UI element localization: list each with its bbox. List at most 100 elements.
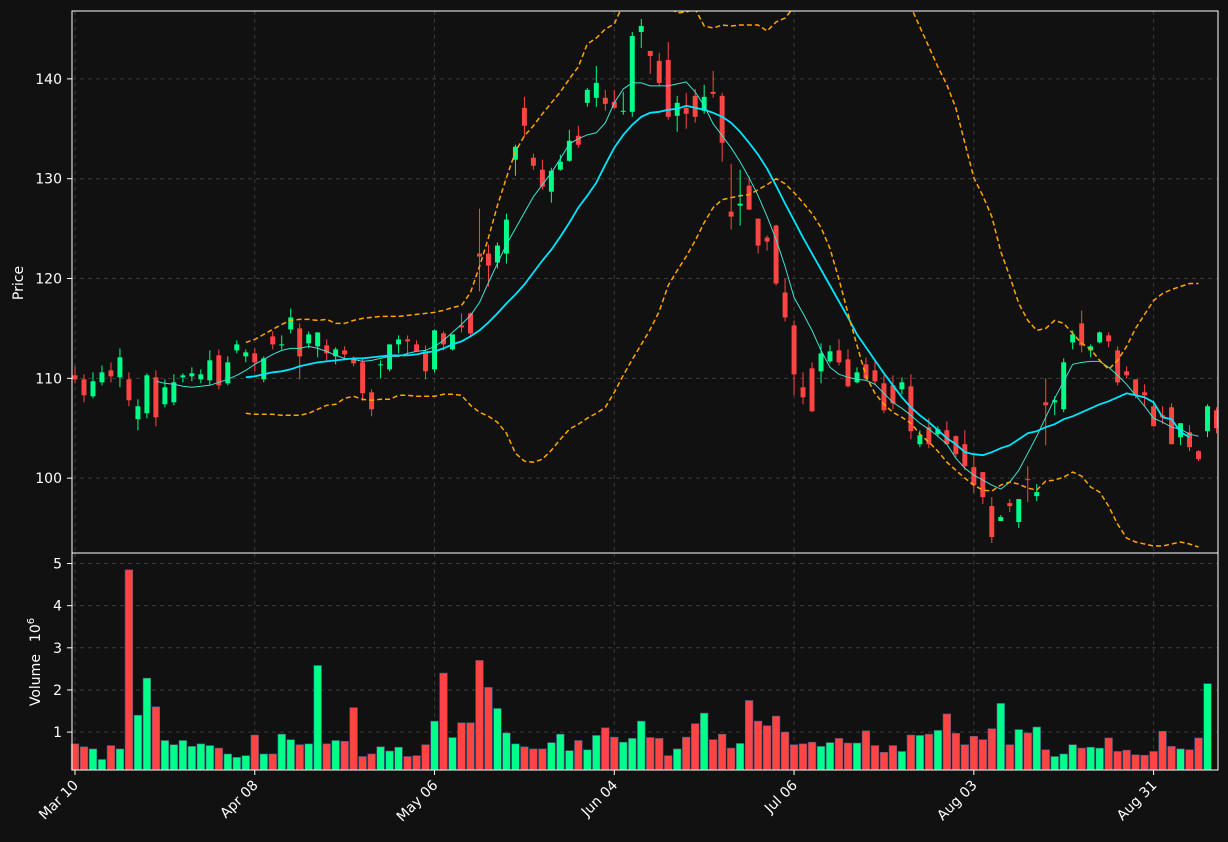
x-tick-label: Jul 06 (761, 777, 801, 817)
volume-bar-up (852, 742, 862, 771)
volume-bar-up (1203, 683, 1212, 771)
volume-bar-down (879, 752, 889, 771)
volume-bar-down (295, 744, 304, 771)
price-y-tick-label: 100 (35, 471, 62, 487)
volume-y-tick-label: 4 (53, 599, 62, 615)
x-tick-label: Aug 31 (1114, 778, 1160, 824)
volume-bar-down (1077, 747, 1086, 771)
volume-bar-down (574, 740, 583, 771)
candle-down (324, 345, 330, 354)
volume-y-tick-label: 1 (53, 725, 62, 741)
volume-bar-down (942, 713, 951, 771)
volume-bar-up (1068, 744, 1077, 771)
volume-bar-up (394, 746, 403, 771)
candle-up (548, 170, 554, 192)
candle-up (171, 382, 177, 403)
candle-down (881, 383, 887, 411)
volume-bar-up (816, 746, 826, 771)
candle-up (378, 364, 384, 366)
candle-up (162, 387, 168, 405)
volume-bar-down (664, 755, 673, 771)
volume-bar-up (825, 742, 835, 771)
price-axis-label: Price (11, 266, 27, 300)
volume-bar-up (547, 742, 556, 771)
volume-bar-up (169, 744, 178, 771)
volume-bar-down (682, 736, 691, 771)
volume-bar-up (241, 755, 250, 771)
volume-bar-down (340, 741, 349, 771)
volume-bar-up (619, 741, 628, 771)
candle-down (252, 353, 258, 363)
candle-up (99, 372, 105, 383)
candle-down (692, 95, 698, 117)
volume-bar-down (861, 730, 871, 771)
volume-multiplier-base: 10 (28, 624, 44, 642)
candle-up (1061, 362, 1067, 410)
candle-down (755, 218, 761, 246)
candle-up (584, 89, 590, 103)
volume-bar-up (385, 750, 394, 771)
volume-bar-down (888, 745, 898, 771)
volume-bar-up (142, 677, 152, 771)
volume-bar-up (115, 748, 125, 771)
candle-up (998, 517, 1004, 522)
volume-bar-down (358, 756, 367, 771)
volume-bar-down (457, 722, 466, 771)
bollinger-lower-line (245, 177, 1199, 548)
candle-down (728, 211, 734, 217)
candle-down (441, 333, 446, 345)
candle-down (1133, 379, 1139, 396)
candle-up (566, 140, 572, 161)
volume-bar-up (511, 743, 520, 771)
volume-bar-down (960, 744, 969, 771)
volume-bar-down (655, 738, 664, 771)
candle-up (593, 82, 599, 98)
candle-up (1052, 400, 1058, 403)
volume-bar-down (1005, 744, 1014, 771)
candle-down (342, 350, 348, 355)
volume-bar-up (376, 746, 385, 771)
volume-bar-down (475, 660, 484, 771)
volume-bar-up (565, 750, 574, 771)
candle-down (773, 225, 779, 284)
candle-down (81, 379, 87, 396)
candle-down (602, 97, 608, 104)
volume-bar-down (250, 734, 259, 771)
price-plot-area (72, 11, 1218, 553)
volume-panel-frame (71, 552, 1219, 771)
bollinger-upper-line (245, 11, 1199, 371)
candle-down (1142, 392, 1148, 396)
candle-up (234, 344, 240, 351)
volume-bar-up (637, 720, 646, 771)
volume-bar-up (160, 740, 170, 771)
volume-bar-down (1041, 749, 1050, 771)
volume-bar-up (736, 743, 745, 771)
volume-bar-down (834, 738, 844, 771)
candle-down (126, 379, 132, 401)
volume-y-tick-label: 5 (53, 557, 62, 573)
candle-down (1106, 335, 1112, 342)
candle-up (737, 203, 743, 206)
candle-down (1196, 451, 1202, 460)
candle-down (971, 467, 977, 486)
candle-down (647, 50, 653, 56)
candle-down (863, 364, 869, 379)
volume-bar-down (762, 725, 772, 771)
volume-y-tick-label: 3 (53, 641, 62, 657)
candle-down (683, 107, 689, 114)
candle-up (935, 429, 941, 435)
volume-bar-up (223, 753, 232, 771)
candle-down (153, 377, 159, 418)
candle-up (135, 406, 141, 420)
volume-bar-up (673, 748, 682, 771)
volume-bar-down (403, 756, 412, 771)
candle-down (423, 351, 429, 372)
candle-down (476, 253, 482, 257)
volume-bar-down (1131, 754, 1140, 771)
candle-down (351, 359, 357, 364)
volume-bar-down (1104, 737, 1113, 771)
volume-bar-up (897, 751, 907, 771)
volume-bar-down (439, 672, 448, 771)
candle-up (620, 110, 626, 112)
candle-down (665, 59, 671, 117)
